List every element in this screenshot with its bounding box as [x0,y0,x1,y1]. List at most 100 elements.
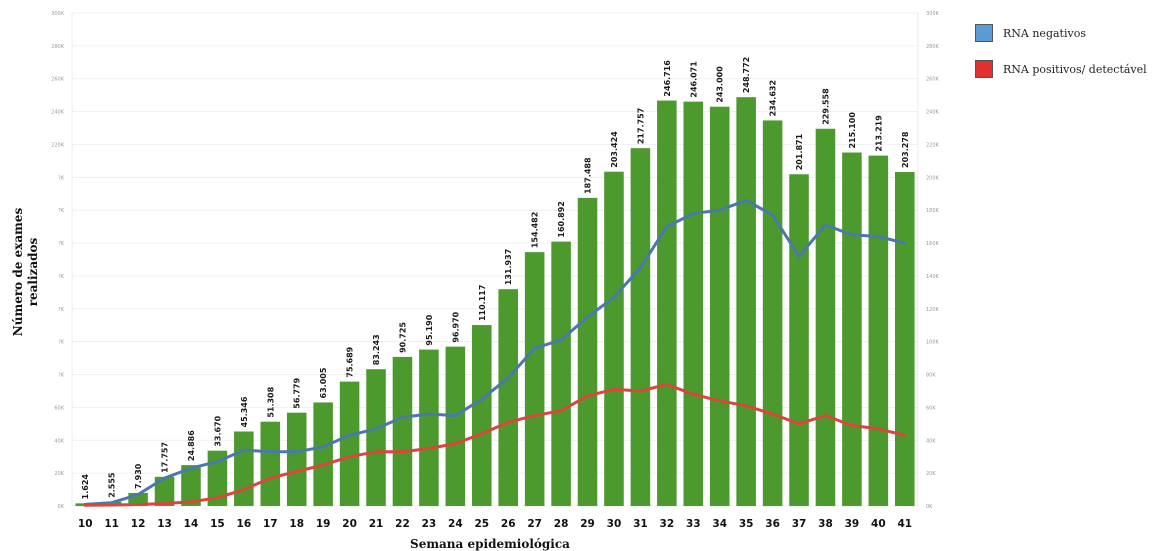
data-label-week-27: 154.482 [531,212,540,248]
bar-week-38 [815,128,836,506]
x-tick-label: 12 [131,518,146,530]
y-tick-label-right: 280K [926,44,940,50]
data-label-week-31: 217.757 [636,108,645,144]
x-tick-label: 38 [818,518,833,530]
bar-week-26 [498,289,519,506]
legend-label-positivos: RNA positivos/ detectável [1003,62,1147,76]
bar-week-31 [630,148,651,507]
y-tick-label-right: 200K [926,175,940,181]
y-axis-title-line2: realizados [26,237,40,306]
legend-item-negativos: RNA negativos [975,22,1147,44]
bars-group [75,97,915,507]
data-label-week-19: 63.005 [319,367,328,398]
x-tick-label: 17 [263,518,278,530]
x-tick-label: 16 [237,518,252,530]
data-label-week-38: 229.558 [821,88,830,125]
data-label-week-36: 234.632 [769,80,778,116]
x-tick-label: 18 [289,518,304,530]
x-axis-title: Semana epidemiológica [410,537,570,551]
y-tick-label-right: 220K [926,142,940,148]
data-label-week-28: 160.892 [557,201,566,237]
y-tick-label-right: 300K [926,11,940,17]
data-label-week-23: 95.190 [425,314,434,345]
y-tick-label-left: 280K [51,44,65,50]
data-label-week-14: 24.886 [187,430,196,461]
y-axis-title-line1: Número de exames [11,208,25,337]
bar-week-30 [604,171,624,507]
x-tick-label: 13 [157,518,172,530]
y-tick-label-right: 20K [926,471,936,477]
bar-week-25 [471,325,492,506]
bar-week-14 [181,465,201,506]
bar-week-36 [762,120,783,506]
x-tick-label: 15 [210,518,225,530]
bar-week-24 [445,346,466,506]
x-tick-label: 10 [78,518,93,530]
x-tick-label: 21 [369,518,384,530]
data-label-week-33: 246.071 [689,61,698,98]
ticks-group: 10 11 12 13 14 15 16 17 18 19 20 21 22 23 24 25 26 27 28 29… [51,11,939,530]
data-labels-group: 1.624 2.555 7.930 17.757 24.886 33.670 45.346 5… [81,57,910,500]
x-tick-label: 30 [607,518,622,530]
y-tick-label-right: 120K [926,307,940,313]
x-tick-label: 20 [342,518,357,530]
x-tick-label: 14 [184,518,199,530]
x-tick-label: 35 [739,518,754,530]
y-tick-label-left: 20K [54,471,64,477]
x-tick-label: 25 [474,518,489,530]
y-tick-label-right: 80K [926,373,936,379]
x-tick-label: 27 [527,518,542,530]
y-tick-label-left: 60K [54,405,64,411]
legend-item-positivos: RNA positivos/ detectável [975,58,1147,80]
data-label-week-13: 17.757 [161,442,170,473]
data-label-week-35: 248.772 [742,57,751,93]
bar-week-33 [683,101,704,506]
y-tick-label-right: 140K [926,274,940,280]
legend-swatch-positivos [975,60,993,78]
data-label-week-29: 187.488 [584,157,593,194]
y-tick-label-right: 180K [926,208,940,214]
data-label-week-10: 1.624 [81,474,90,500]
x-tick-label: 29 [580,518,595,530]
bar-week-23 [419,349,439,506]
data-label-week-37: 201.871 [795,133,804,170]
bar-week-34 [709,106,730,507]
bar-week-13 [154,476,175,506]
x-tick-label: 26 [501,518,516,530]
x-tick-label: 33 [686,518,701,530]
bar-week-28 [551,241,571,506]
bar-week-21 [366,369,386,506]
data-label-week-11: 2.555 [108,472,117,498]
data-label-week-30: 203.424 [610,131,619,168]
bar-week-16 [234,431,254,506]
x-tick-label: 24 [448,518,463,530]
y-tick-label-right: 100K [926,340,940,346]
x-tick-label: 22 [395,518,410,530]
lines-group [83,198,907,507]
x-tick-label: 34 [712,518,727,530]
data-label-week-25: 110.117 [478,285,487,321]
y-tick-label-left: 40K [54,438,64,444]
y-tick-label-left: ?K [58,274,65,280]
bar-week-32 [657,100,677,507]
data-label-week-20: 75.689 [346,346,355,377]
bar-week-39 [842,152,862,507]
legend-swatch-negativos [975,24,993,42]
x-tick-label: 39 [845,518,860,530]
data-label-week-39: 215.100 [848,112,857,149]
y-tick-label-left: ?K [58,373,65,379]
y-tick-label-left: 240K [51,110,65,116]
y-tick-label-right: 60K [926,405,936,411]
data-label-week-17: 51.308 [266,386,275,417]
x-tick-label: 31 [633,518,648,530]
data-label-week-24: 96.970 [451,311,460,342]
y-tick-label-right: 260K [926,77,940,83]
y-tick-label-left: ?K [58,208,65,214]
data-label-week-34: 243.000 [716,66,725,103]
bar-week-35 [736,97,756,506]
bar-week-17 [260,421,281,506]
y-tick-label-right: 0K [926,504,933,510]
x-tick-label: 19 [316,518,331,530]
bar-week-19 [313,402,333,506]
